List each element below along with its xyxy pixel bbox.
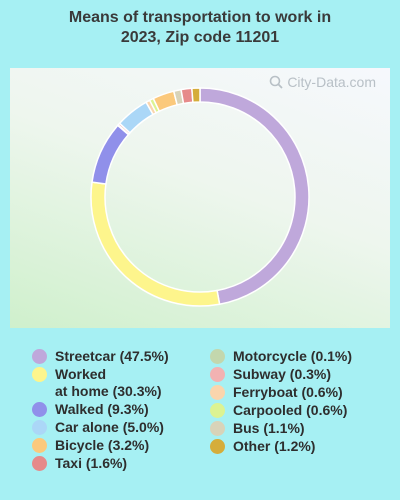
legend-swatch [210, 421, 225, 436]
legend-swatch [210, 439, 225, 454]
legend-item: Other (1.2%) [210, 438, 352, 455]
magnifier-icon [270, 75, 283, 89]
legend-label: Bicycle (3.2%) [55, 437, 150, 453]
legend-item: Subway (0.3%) [210, 366, 352, 383]
legend-swatch [32, 402, 47, 417]
chart-title: Means of transportation to work in 2023,… [0, 8, 400, 48]
legend-label: Car alone (5.0%) [55, 419, 164, 435]
legend-item: Bus (1.1%) [210, 420, 352, 437]
legend-swatch [32, 438, 47, 453]
donut-slice-1 [90, 181, 221, 307]
watermark-text: City-Data.com [287, 74, 376, 90]
donut-slice-10 [180, 87, 194, 105]
legend-column-left: Streetcar (47.5%) Worked at home (30.3%) Wa… [32, 348, 169, 473]
legend-swatch [32, 367, 47, 382]
legend-item: Worked at home (30.3%) [32, 366, 169, 400]
legend-swatch [32, 349, 47, 364]
legend-label: Motorcycle (0.1%) [233, 348, 353, 364]
legend-item: Ferryboat (0.6%) [210, 384, 352, 401]
legend-swatch [32, 456, 47, 471]
plot-area: City-Data.com [10, 68, 390, 328]
legend-swatch [210, 385, 225, 400]
legend-label: Subway (0.3%) [233, 366, 332, 382]
donut-slice-0 [199, 87, 310, 306]
chart-title-line-1: Means of transportation to work in [68, 9, 332, 26]
legend-label: Other (1.2%) [233, 438, 316, 454]
legend-swatch [210, 403, 225, 418]
chart-title-line-2: 2023, Zip code 11201 [120, 29, 280, 46]
legend-item: Bicycle (3.2%) [32, 437, 169, 454]
legend-label: Streetcar (47.5%) [55, 348, 169, 364]
legend-label: Worked at home (30.3%) [55, 366, 162, 399]
donut-slice-11 [191, 87, 201, 104]
legend-label: Taxi (1.6%) [55, 455, 128, 471]
legend-swatch [210, 349, 225, 364]
watermark: City-Data.com [269, 74, 376, 90]
donut-chart [90, 87, 310, 307]
legend-label: Ferryboat (0.6%) [233, 384, 343, 400]
legend-item: Walked (9.3%) [32, 401, 169, 418]
legend-item: Carpooled (0.6%) [210, 402, 352, 419]
donut-slice-2 [91, 124, 130, 185]
legend-item: Motorcycle (0.1%) [210, 348, 352, 365]
legend-label: Carpooled (0.6%) [233, 402, 348, 418]
legend-swatch [32, 420, 47, 435]
legend-item: Taxi (1.6%) [32, 455, 169, 472]
legend-item: Streetcar (47.5%) [32, 348, 169, 365]
legend-item: Car alone (5.0%) [32, 419, 169, 436]
legend-label: Walked (9.3%) [55, 401, 149, 417]
legend-label: Bus (1.1%) [233, 420, 305, 436]
legend-swatch [210, 367, 225, 382]
legend-column-right: Motorcycle (0.1%) Subway (0.3%) Ferryboat … [210, 348, 352, 456]
